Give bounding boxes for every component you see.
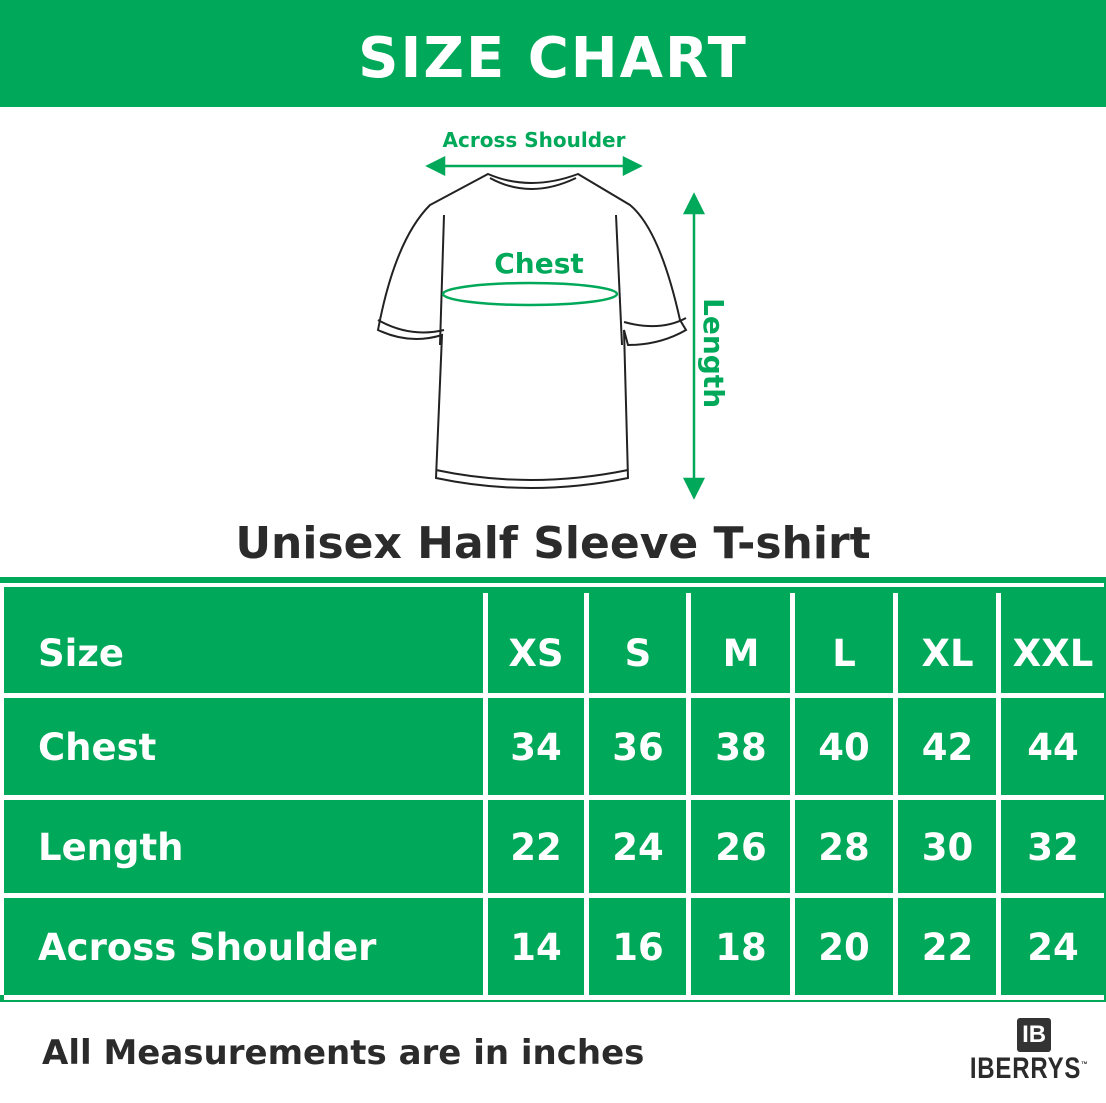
row-divider	[4, 795, 1104, 800]
table-cell: 42	[921, 726, 974, 769]
table-cell: 20	[818, 926, 870, 969]
row-label: Length	[38, 826, 184, 869]
trademark: ™	[1081, 1060, 1089, 1069]
size-header: XXL	[1012, 631, 1094, 675]
measurement-note: All Measurements are in inches	[42, 1033, 645, 1073]
table-cell: 32	[1027, 826, 1079, 869]
table-cell: 26	[715, 826, 767, 869]
table-cell: 44	[1027, 726, 1079, 769]
table-cell: 24	[612, 826, 664, 869]
row-divider	[4, 693, 1104, 698]
column-divider	[686, 593, 691, 995]
size-header: XL	[921, 631, 974, 675]
column-divider	[996, 593, 1001, 995]
size-header: S	[624, 631, 652, 675]
size-header: M	[722, 631, 760, 675]
product-subtitle: Unisex Half Sleeve T-shirt	[235, 518, 871, 569]
table-cell: 24	[1027, 926, 1079, 969]
size-header: XS	[508, 631, 564, 675]
length-label: Length	[697, 298, 730, 408]
page-title: SIZE CHART	[0, 0, 1106, 107]
table-cell: 30	[921, 826, 974, 869]
table-cell: 18	[715, 926, 767, 969]
size-table: Size XS S M L XL XXL Chest 34 36 38 40 42 44 Length 22 2…	[0, 577, 1106, 1002]
row-divider	[4, 893, 1104, 898]
row-label: Chest	[38, 726, 157, 769]
chest-label: Chest	[494, 247, 584, 280]
row-label: Across Shoulder	[38, 926, 377, 969]
logo-mark: IB	[1017, 1018, 1052, 1052]
column-divider	[893, 593, 898, 995]
table-border	[4, 583, 1104, 587]
table-border	[0, 583, 4, 995]
logo-name: IBERRYS	[969, 1052, 1082, 1085]
header-label: Size	[38, 631, 124, 675]
across-shoulder-label: Across Shoulder	[443, 128, 626, 152]
table-cell: 28	[818, 826, 870, 869]
column-divider	[790, 593, 795, 995]
table-cell: 22	[510, 826, 562, 869]
table-cell: 36	[612, 726, 664, 769]
table-cell: 14	[510, 926, 562, 969]
table-cell: 38	[715, 726, 767, 769]
iberrys-logo: IB IBERRYS™	[965, 1018, 1103, 1086]
size-header: L	[832, 631, 856, 675]
table-cell: 40	[818, 726, 870, 769]
row-divider	[4, 995, 1104, 1000]
table-cell: 34	[510, 726, 562, 769]
table-cell: 16	[612, 926, 664, 969]
column-divider	[483, 593, 488, 995]
table-cell: 22	[921, 926, 974, 969]
column-divider	[584, 593, 589, 995]
tshirt-diagram: Across Shoulder Chest Length	[376, 128, 730, 500]
